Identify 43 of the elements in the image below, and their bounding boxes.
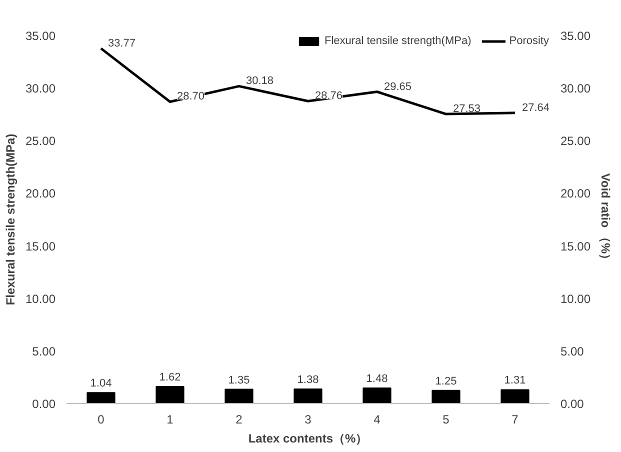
y-axis-title: Flexural tensile strength(MPa)	[3, 134, 18, 306]
data-label: 1.31	[504, 374, 526, 387]
data-label: 1.38	[297, 374, 319, 386]
data-label: 33.77	[108, 37, 136, 50]
data-label: 1.62	[159, 371, 181, 384]
y-tick-label: 20.00	[25, 186, 56, 201]
y2-tick-label: 5.00	[560, 344, 584, 358]
y2-tick-label: 10.00	[560, 292, 591, 306]
x-tick-label: 3	[304, 412, 312, 426]
data-label: 28.76	[315, 90, 343, 102]
y2-tick-label: 0.00	[560, 397, 584, 411]
y2-tick-label: 30.00	[560, 82, 591, 96]
data-label: 29.65	[384, 80, 412, 93]
x-axis-title: Latex contents（%）	[248, 432, 368, 446]
x-tick-label: 0	[98, 412, 105, 426]
data-label: 27.53	[453, 103, 481, 116]
x-tick-label: 4	[374, 412, 381, 426]
y2-tick-label: 20.00	[560, 186, 591, 201]
data-label: 1.04	[90, 378, 112, 390]
y2-axis-title: Void ratio （%）	[598, 173, 613, 266]
data-label: 30.18	[246, 75, 274, 88]
y-tick-label: 5.00	[32, 344, 56, 358]
y2-tick-label: 25.00	[560, 134, 591, 148]
data-label: 28.70	[177, 90, 205, 103]
y-tick-label: 10.00	[25, 292, 56, 306]
data-label: 27.64	[522, 102, 550, 114]
x-tick-label: 7	[512, 412, 519, 426]
x-tick-label: 5	[442, 412, 450, 426]
x-tick-label: 1	[166, 412, 174, 426]
data-label: 1.48	[366, 372, 388, 385]
legend-label: Flexural tensile strength(MPa)	[324, 35, 472, 47]
y2-tick-label: 15.00	[560, 239, 591, 254]
x-tick-label: 2	[236, 412, 243, 426]
y-tick-label: 35.00	[25, 29, 56, 43]
y-tick-label: 30.00	[25, 82, 56, 96]
y-tick-label: 25.00	[25, 134, 56, 148]
y-tick-label: 15.00	[25, 239, 56, 254]
y-tick-label: 0.00	[32, 397, 56, 411]
y2-tick-label: 35.00	[560, 29, 591, 43]
data-label: 1.35	[228, 374, 250, 386]
data-label: 1.25	[435, 375, 457, 388]
legend-label: Porosity	[509, 35, 549, 47]
line-series	[100, 47, 516, 116]
